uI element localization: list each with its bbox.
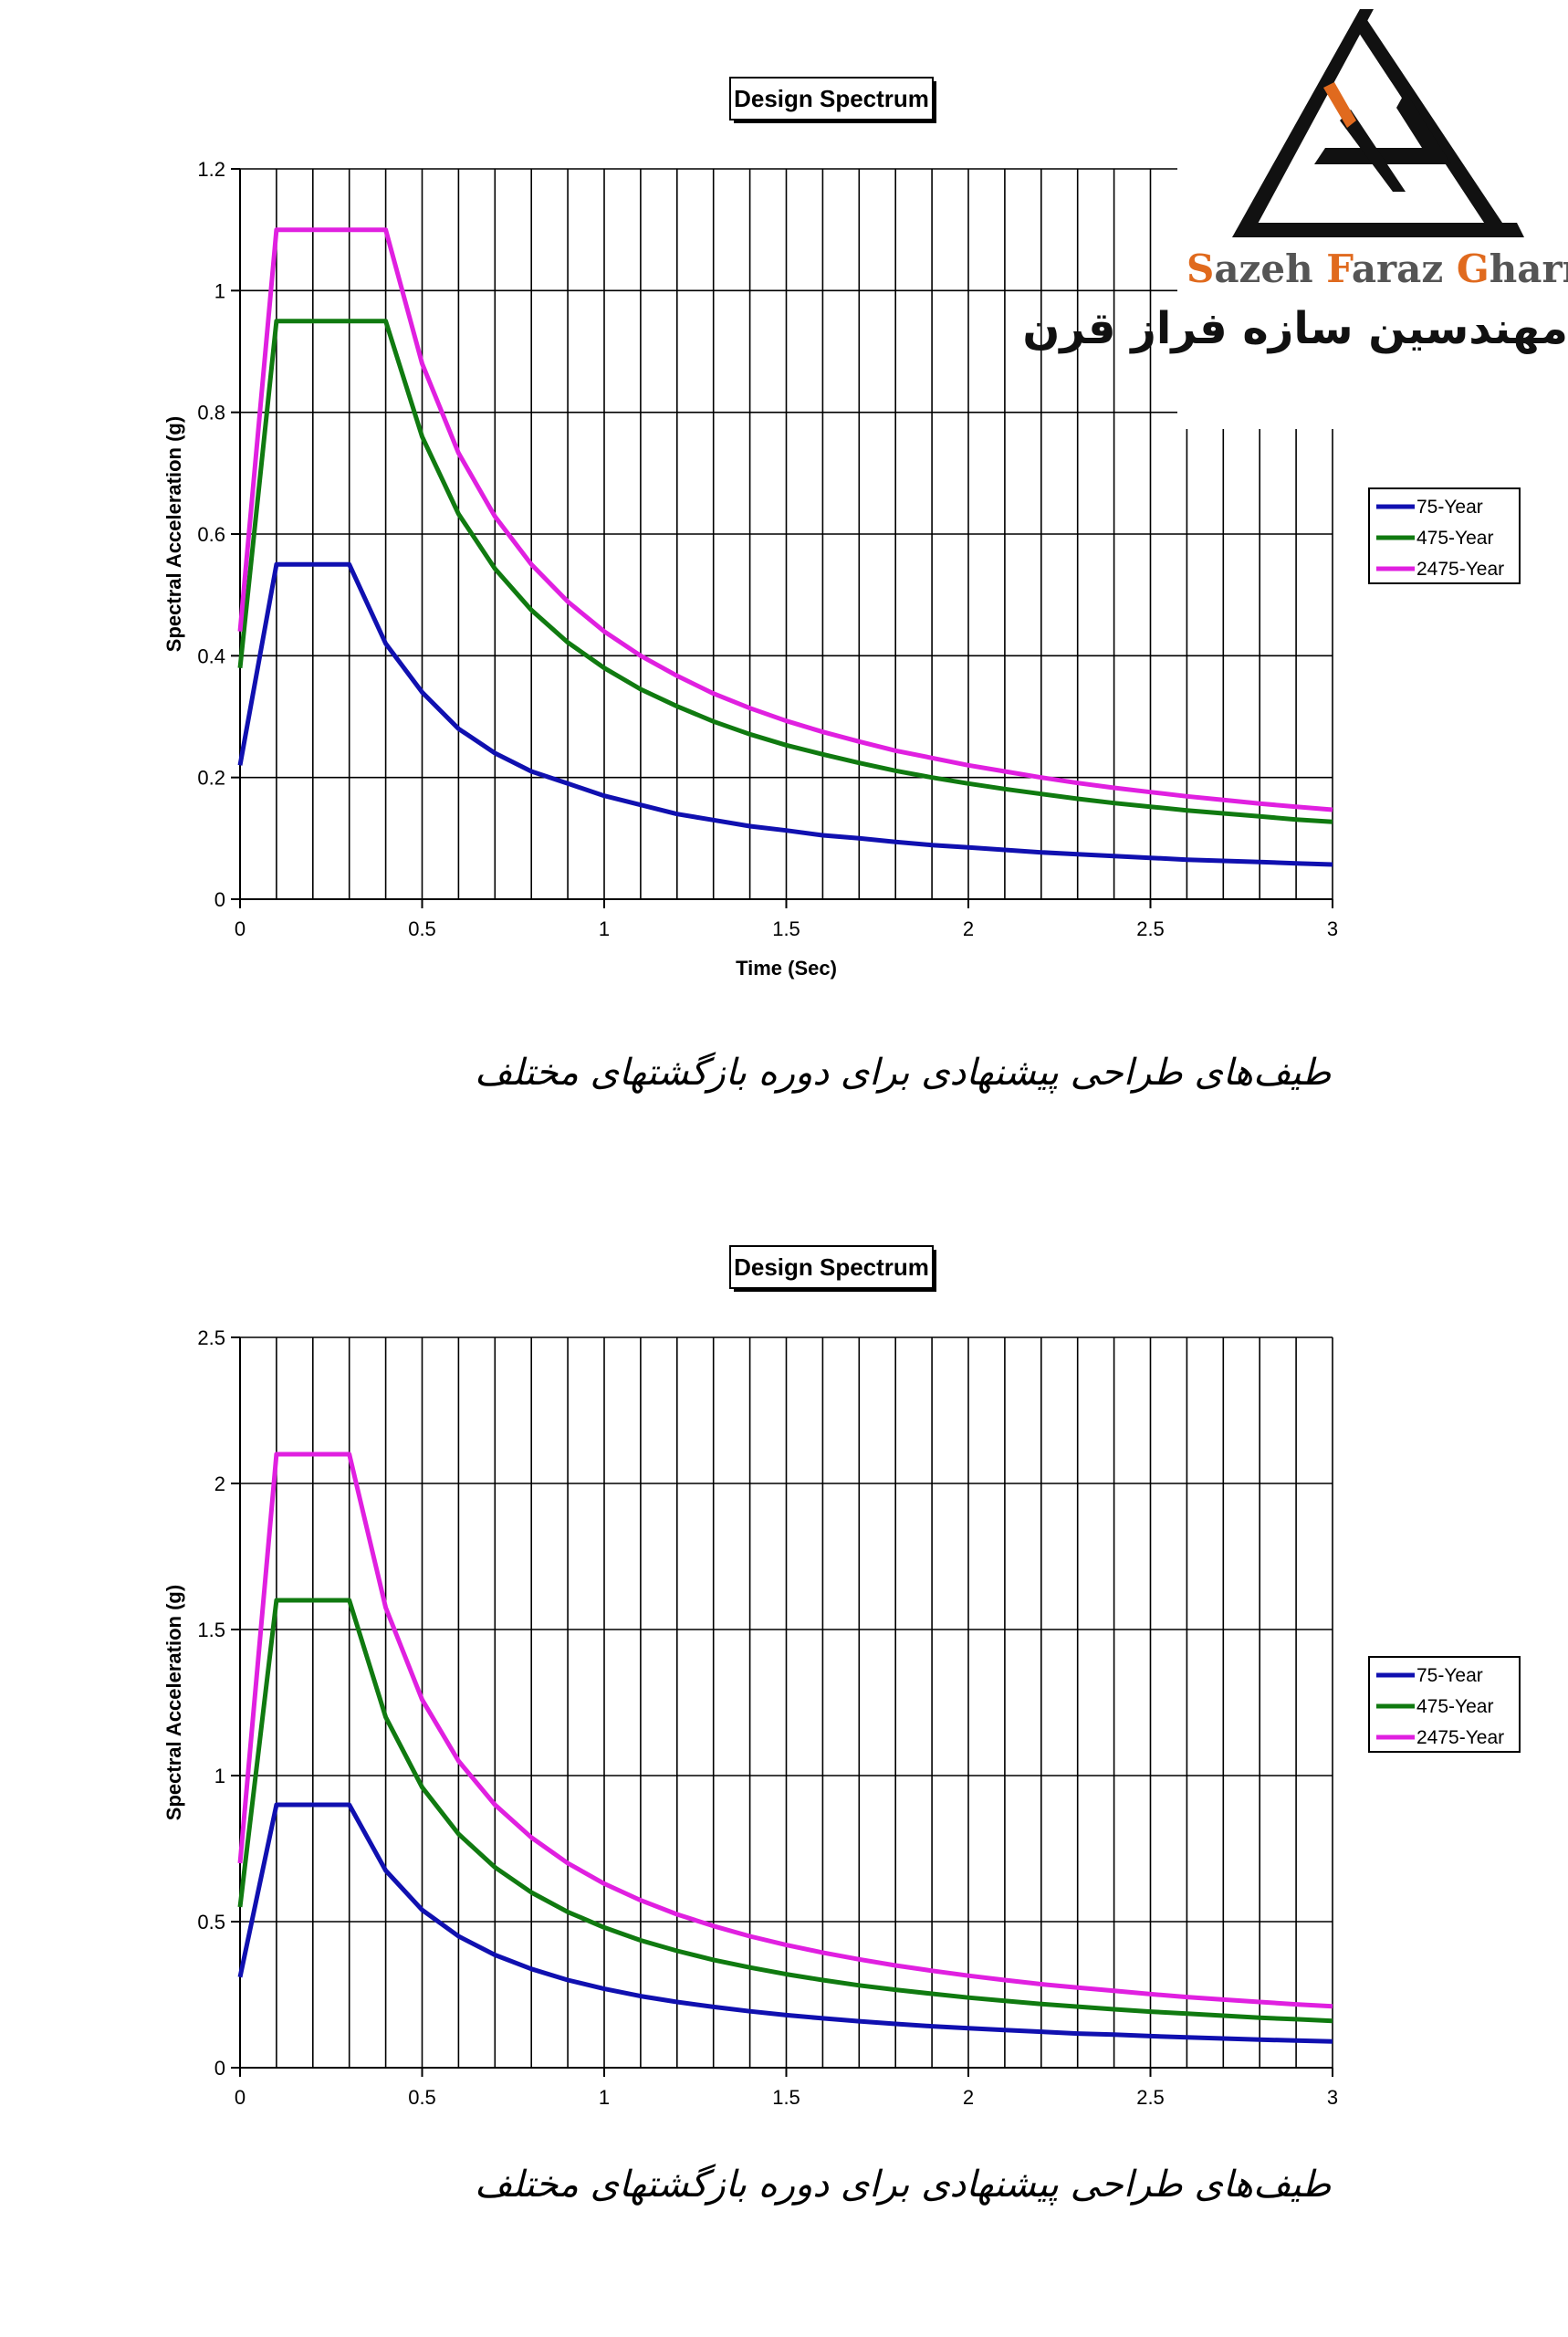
logo-name-part: G bbox=[1456, 246, 1490, 291]
series-line-475-year bbox=[237, 1598, 1333, 2024]
legend-label: 475-Year bbox=[1416, 1696, 1493, 1717]
y-tick-label: 0.2 bbox=[197, 767, 225, 790]
legend-label: 75-Year bbox=[1416, 497, 1483, 518]
x-tick-label: 1.5 bbox=[772, 917, 800, 940]
series-line-2475-year bbox=[237, 1451, 1333, 2009]
y-tick-label: 0.8 bbox=[197, 402, 225, 424]
logo-name-part: araz bbox=[1351, 246, 1457, 291]
y-tick-label: 0.6 bbox=[197, 523, 225, 546]
series-line-75-year bbox=[237, 561, 1333, 867]
logo-name-part: F bbox=[1326, 246, 1352, 291]
figure-caption-2: طیف‌های طراحی پیشنهادی برای دوره بازگشته… bbox=[475, 2164, 1332, 2206]
y-tick-label: 2.5 bbox=[197, 1326, 225, 1349]
x-tick-label: 2.5 bbox=[1136, 2086, 1165, 2109]
x-tick-label: 3 bbox=[1327, 2086, 1338, 2109]
series-line-2475-year bbox=[237, 227, 1333, 812]
y-tick-label: 1 bbox=[214, 1765, 225, 1787]
title-box bbox=[729, 77, 934, 121]
x-tick-label: 1 bbox=[599, 917, 610, 940]
design-spectrum-chart-2: Design Spectrum 0 0.5 1 1.5 2 2.5 0 0.5 1 1.5 2 2.5 3… bbox=[162, 1245, 1521, 2109]
figure-caption-1: طیف‌های طراحی پیشنهادی برای دوره بازگشته… bbox=[475, 1052, 1332, 1094]
x-axis-label: Time (Sec) bbox=[736, 957, 837, 980]
y-tick-label: 0.4 bbox=[197, 645, 225, 667]
x-tick-label: 2 bbox=[963, 2086, 974, 2109]
x-tick-label: 0 bbox=[235, 2086, 246, 2109]
logo-name-part: S bbox=[1186, 246, 1215, 291]
y-axis-label: Spectral Acceleration (g) bbox=[162, 1585, 185, 1820]
legend-label: 2475-Year bbox=[1416, 1727, 1504, 1748]
triangular-arrow-logo-icon bbox=[1232, 9, 1524, 237]
x-tick-label: 1.5 bbox=[772, 2086, 800, 2109]
design-spectrum-chart-1: Design Spectrum 0 0.2 0.4 0.6 0.8 1 1.2 0 0.5 1 1.5… bbox=[162, 77, 1521, 980]
logo-name-part: harn bbox=[1489, 246, 1568, 291]
chart-title: Design Spectrum bbox=[734, 1253, 929, 1281]
series-line-75-year bbox=[237, 1802, 1333, 2044]
x-tick-label: 1 bbox=[599, 2086, 610, 2109]
y-tick-label: 1.5 bbox=[197, 1619, 225, 1641]
y-tick-label: 1.2 bbox=[197, 158, 225, 181]
x-tick-label: 2.5 bbox=[1136, 917, 1165, 940]
y-tick-label: 0 bbox=[214, 888, 225, 911]
x-tick-label: 0.5 bbox=[408, 2086, 436, 2109]
logo-name-part: azeh bbox=[1214, 246, 1327, 291]
y-tick-label: 1 bbox=[214, 279, 225, 302]
y-tick-label: 0 bbox=[214, 2057, 225, 2080]
logo-english-name: Sazeh Faraz Gharn bbox=[1186, 246, 1568, 291]
x-tick-label: 2 bbox=[963, 917, 974, 940]
x-tick-label: 0 bbox=[235, 917, 246, 940]
legend-label: 475-Year bbox=[1416, 528, 1493, 549]
y-tick-label: 0.5 bbox=[197, 1911, 225, 1934]
series-line-475-year bbox=[237, 319, 1333, 824]
title-box bbox=[729, 1245, 934, 1289]
logo-persian-name: مهندسین سازه فراز قرن bbox=[1022, 303, 1568, 354]
legend-label: 75-Year bbox=[1416, 1665, 1483, 1686]
x-tick-label: 3 bbox=[1327, 917, 1338, 940]
x-tick-label: 0.5 bbox=[408, 917, 436, 940]
company-logo: Sazeh Faraz Gharn مهندسین سازه فراز قرن bbox=[1022, 0, 1568, 429]
chart-title: Design Spectrum bbox=[734, 85, 929, 112]
y-axis-label: Spectral Acceleration (g) bbox=[162, 416, 185, 652]
y-tick-label: 2 bbox=[214, 1472, 225, 1495]
legend-label: 2475-Year bbox=[1416, 559, 1504, 580]
